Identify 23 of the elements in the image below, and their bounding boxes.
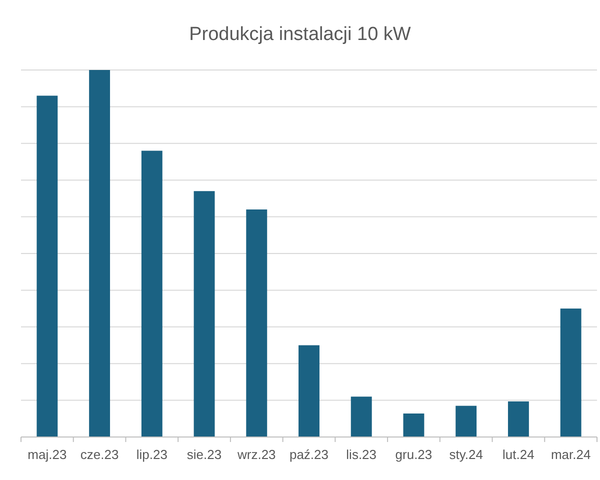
bar — [89, 70, 110, 437]
bar — [456, 406, 477, 437]
bar — [141, 150, 162, 437]
chart-title: Produkcja instalacji 10 kW — [189, 24, 411, 45]
x-tick-label: gru.23 — [395, 447, 432, 462]
bar — [560, 308, 582, 437]
x-tick-label: paź.23 — [289, 447, 329, 462]
bar — [508, 401, 529, 437]
bar — [350, 396, 372, 437]
x-tick-label: lis.23 — [346, 447, 377, 462]
x-tick-label: sty.24 — [449, 447, 483, 462]
x-tick-label: cze.23 — [80, 447, 119, 462]
bar — [246, 209, 268, 437]
x-tick-label: lut.24 — [502, 447, 534, 462]
bar — [298, 345, 320, 437]
bar — [36, 96, 58, 437]
x-tick-label: sie.23 — [186, 447, 222, 462]
x-tick-label: maj.23 — [28, 447, 67, 462]
bar — [403, 414, 424, 437]
bar — [194, 191, 215, 437]
x-tick-label: mar.24 — [550, 447, 591, 462]
x-tick-label: wrz.23 — [236, 447, 276, 462]
x-tick-label: lip.23 — [136, 447, 168, 462]
